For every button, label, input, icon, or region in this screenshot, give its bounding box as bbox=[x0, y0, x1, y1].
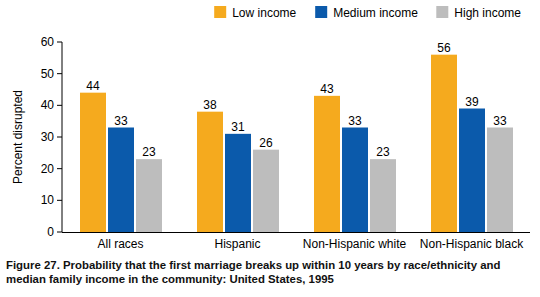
legend-swatch bbox=[315, 6, 327, 18]
bar bbox=[136, 159, 162, 232]
y-tick bbox=[57, 73, 62, 74]
legend-label: Low income bbox=[232, 6, 296, 20]
bar bbox=[80, 93, 106, 232]
data-label: 33 bbox=[114, 114, 128, 128]
data-label: 38 bbox=[203, 98, 217, 112]
data-label: 23 bbox=[142, 145, 156, 159]
y-tick bbox=[57, 168, 62, 169]
y-tick-label: 40 bbox=[41, 98, 55, 112]
y-tick-label: 60 bbox=[41, 35, 55, 49]
x-tick-label: Non-Hispanic black bbox=[420, 237, 524, 251]
y-tick-label: 20 bbox=[41, 162, 55, 176]
y-tick-label: 0 bbox=[47, 225, 54, 239]
data-label: 23 bbox=[376, 145, 390, 159]
bar bbox=[314, 96, 340, 232]
legend-swatch bbox=[214, 6, 226, 18]
legend-label: High income bbox=[454, 6, 521, 20]
chart: 0 10 20 30 40 50 60 Percent disrupted 44 38 43 56 33… bbox=[0, 0, 540, 258]
data-label: 33 bbox=[493, 114, 507, 128]
data-label: 31 bbox=[231, 120, 245, 134]
y-tick bbox=[57, 105, 62, 106]
y-tick-label: 30 bbox=[41, 130, 55, 144]
bar bbox=[370, 159, 396, 232]
x-tick-label: Non-Hispanic white bbox=[303, 237, 407, 251]
x-tick-label: All races bbox=[97, 237, 143, 251]
bar bbox=[225, 134, 251, 232]
y-tick-label: 50 bbox=[41, 67, 55, 81]
bar bbox=[431, 55, 457, 232]
y-tick bbox=[57, 42, 62, 43]
bar bbox=[197, 112, 223, 232]
y-axis bbox=[62, 42, 63, 232]
y-tick bbox=[57, 200, 62, 201]
bar bbox=[487, 128, 513, 233]
bar bbox=[459, 109, 485, 233]
data-label: 44 bbox=[86, 79, 100, 93]
bar bbox=[342, 128, 368, 233]
legend-swatch bbox=[436, 6, 448, 18]
data-label: 26 bbox=[259, 136, 273, 150]
y-axis-label: Percent disrupted bbox=[11, 90, 25, 184]
bar bbox=[108, 128, 134, 233]
bar bbox=[253, 150, 279, 232]
data-label: 56 bbox=[437, 41, 451, 55]
legend-label: Medium income bbox=[333, 6, 418, 20]
x-tick-label: Hispanic bbox=[214, 237, 260, 251]
y-tick bbox=[57, 232, 62, 233]
bars bbox=[80, 55, 513, 232]
y-tick bbox=[57, 137, 62, 138]
data-label: 33 bbox=[348, 114, 362, 128]
caption: Figure 27. Probability that the first ma… bbox=[6, 258, 536, 286]
data-label: 39 bbox=[465, 95, 479, 109]
data-labels: 44 38 43 56 33 31 33 39 23 26 23 33 bbox=[86, 41, 507, 160]
y-tick-label: 10 bbox=[41, 193, 55, 207]
legend: Low income Medium income High income bbox=[214, 6, 521, 20]
data-label: 43 bbox=[320, 82, 334, 96]
x-axis bbox=[62, 232, 530, 233]
